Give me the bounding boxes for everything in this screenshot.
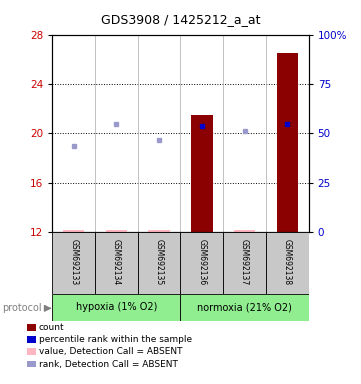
Text: GSM692135: GSM692135 xyxy=(155,239,164,285)
Bar xyxy=(180,294,309,321)
Bar xyxy=(52,294,180,321)
Bar xyxy=(138,232,180,294)
Text: protocol: protocol xyxy=(2,303,42,313)
Bar xyxy=(266,232,309,294)
Bar xyxy=(191,115,213,232)
Text: normoxia (21% O2): normoxia (21% O2) xyxy=(197,302,292,312)
Text: value, Detection Call = ABSENT: value, Detection Call = ABSENT xyxy=(39,347,182,356)
Text: GSM692134: GSM692134 xyxy=(112,239,121,285)
Text: GSM692133: GSM692133 xyxy=(69,239,78,285)
Bar xyxy=(52,232,95,294)
Text: rank, Detection Call = ABSENT: rank, Detection Call = ABSENT xyxy=(39,359,178,369)
Text: GSM692137: GSM692137 xyxy=(240,239,249,285)
Bar xyxy=(63,230,84,232)
Text: hypoxia (1% O2): hypoxia (1% O2) xyxy=(76,302,157,312)
Text: percentile rank within the sample: percentile rank within the sample xyxy=(39,335,192,344)
Bar xyxy=(234,230,255,232)
Text: GSM692138: GSM692138 xyxy=(283,239,292,285)
Bar xyxy=(223,232,266,294)
Bar xyxy=(148,230,170,232)
Bar xyxy=(180,232,223,294)
Bar xyxy=(95,232,138,294)
Text: GSM692136: GSM692136 xyxy=(197,239,206,285)
Text: count: count xyxy=(39,323,64,332)
Bar xyxy=(106,230,127,232)
Text: GDS3908 / 1425212_a_at: GDS3908 / 1425212_a_at xyxy=(101,13,260,26)
Bar xyxy=(277,53,298,232)
